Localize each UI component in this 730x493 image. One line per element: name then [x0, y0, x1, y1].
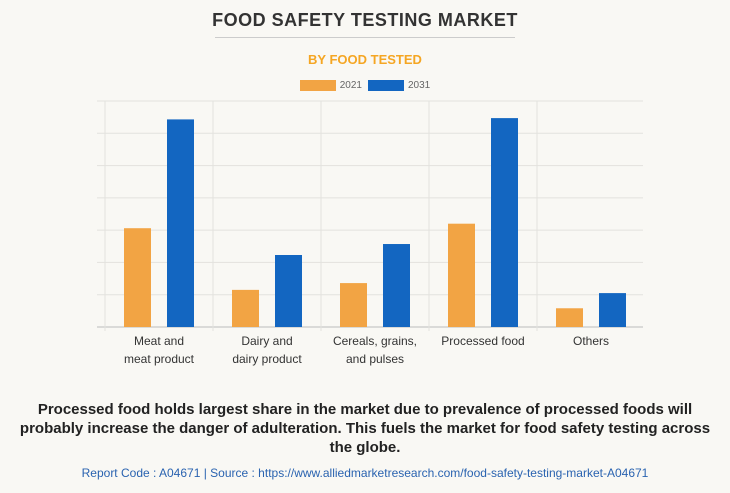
legend-label-2021: 2021 [339, 80, 362, 91]
legend-swatch-2021 [299, 80, 336, 91]
legend: 2021 2031 [0, 80, 730, 91]
legend-swatch-2031 [368, 80, 404, 91]
bar-2031-2 [383, 244, 410, 327]
bar-2031-1 [275, 255, 302, 327]
x-tick-label: Others [573, 334, 609, 348]
bar-chart: Meat and meat product Dairy and dairy produ… [97, 100, 643, 366]
bar-2021-2 [340, 283, 367, 327]
bar-2031-4 [599, 293, 626, 327]
bar-2021-3 [448, 223, 475, 327]
x-tick-label: Cereals, grains, and pulses [333, 334, 417, 366]
chart-title: FOOD SAFETY TESTING MARKET [212, 10, 518, 30]
legend-label-2031: 2031 [408, 80, 431, 91]
bar-2031-3 [491, 118, 518, 328]
bar-2031-0 [167, 119, 194, 327]
caption: Processed food holds largest share in th… [19, 401, 711, 456]
bar-2021-4 [556, 308, 583, 327]
legend-item-2021[interactable]: 2021 [299, 80, 362, 91]
x-tick-label: Meat and meat product [124, 334, 195, 366]
bar-2021-1 [232, 289, 259, 327]
bar-2021-0 [124, 228, 151, 327]
x-tick-label: Dairy and dairy product [232, 334, 302, 366]
x-tick-label: Processed food [441, 334, 524, 348]
chart-subtitle: BY FOOD TESTED [308, 52, 422, 67]
source-footer[interactable]: Report Code : A04671 | Source : https://… [81, 466, 649, 480]
legend-item-2031[interactable]: 2031 [368, 80, 430, 91]
title-divider [215, 37, 515, 38]
